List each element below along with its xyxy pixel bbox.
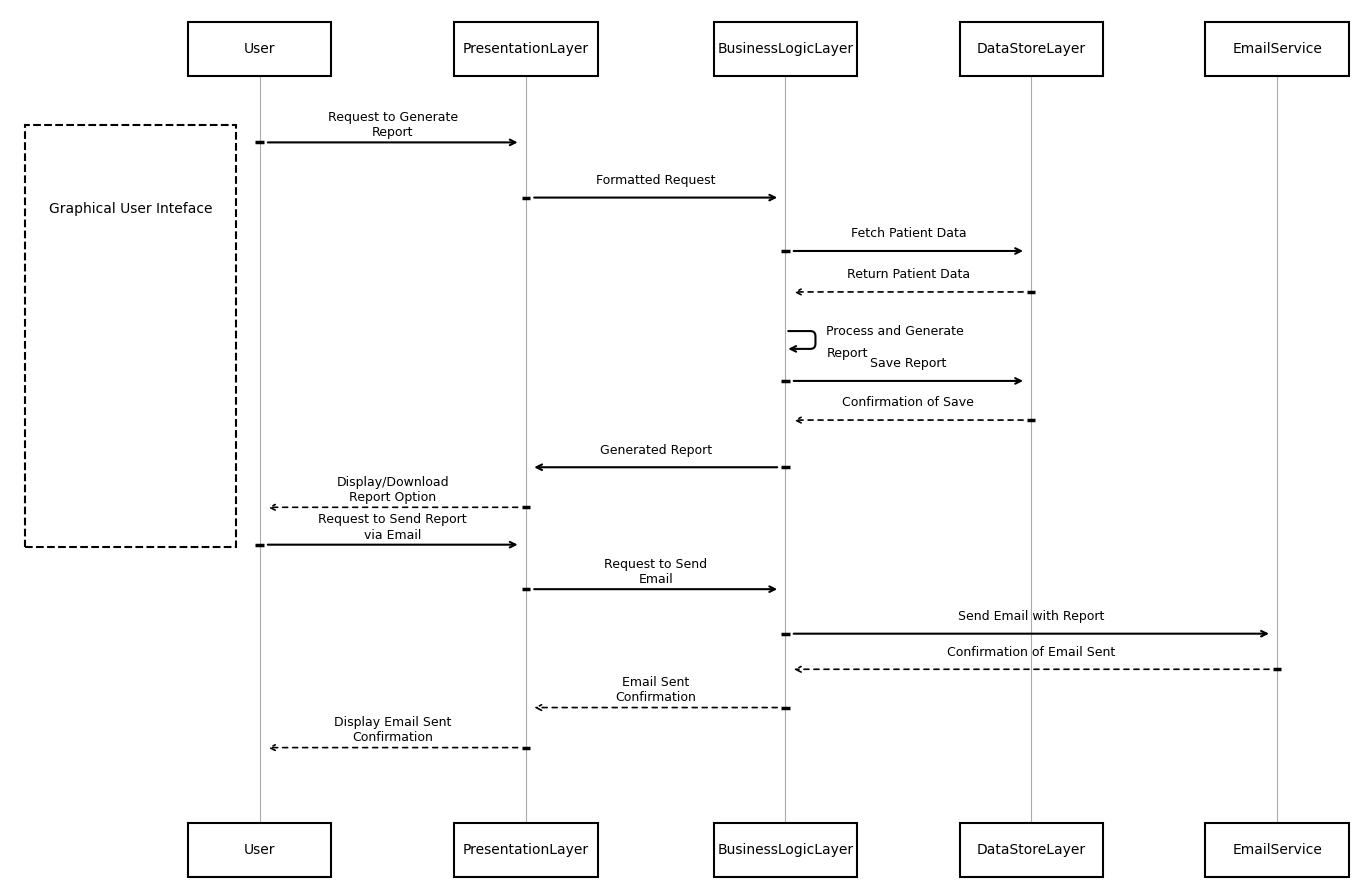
Text: Confirmation: Confirmation bbox=[615, 692, 697, 705]
Text: BusinessLogicLayer: BusinessLogicLayer bbox=[717, 42, 854, 56]
Text: via Email: via Email bbox=[363, 529, 422, 541]
Text: EmailService: EmailService bbox=[1232, 843, 1322, 857]
Bar bbox=[189, 823, 331, 877]
Bar bbox=[1206, 823, 1350, 877]
Text: Display/Download: Display/Download bbox=[336, 476, 449, 490]
Text: Request to Generate: Request to Generate bbox=[328, 111, 458, 125]
Text: Save Report: Save Report bbox=[870, 357, 947, 370]
Text: Graphical User Inteface: Graphical User Inteface bbox=[49, 202, 212, 216]
Bar bbox=[959, 22, 1104, 76]
Text: PresentationLayer: PresentationLayer bbox=[463, 843, 589, 857]
Text: User: User bbox=[243, 42, 276, 56]
Bar bbox=[713, 22, 858, 76]
Bar bbox=[25, 125, 236, 547]
Text: Confirmation: Confirmation bbox=[352, 732, 433, 744]
Text: Process and Generate: Process and Generate bbox=[826, 325, 964, 337]
Text: Email Sent: Email Sent bbox=[622, 676, 690, 689]
Text: Report: Report bbox=[372, 126, 414, 139]
Text: DataStoreLayer: DataStoreLayer bbox=[977, 42, 1086, 56]
Text: Generated Report: Generated Report bbox=[600, 443, 712, 457]
Text: Confirmation of Email Sent: Confirmation of Email Sent bbox=[947, 645, 1116, 659]
Text: EmailService: EmailService bbox=[1232, 42, 1322, 56]
Text: DataStoreLayer: DataStoreLayer bbox=[977, 843, 1086, 857]
Text: Display Email Sent: Display Email Sent bbox=[335, 716, 451, 730]
Text: Return Patient Data: Return Patient Data bbox=[847, 268, 970, 281]
Text: User: User bbox=[243, 843, 276, 857]
Bar bbox=[713, 823, 858, 877]
Text: Report Option: Report Option bbox=[350, 491, 436, 504]
Bar bbox=[189, 22, 331, 76]
Text: BusinessLogicLayer: BusinessLogicLayer bbox=[717, 843, 854, 857]
Bar bbox=[455, 823, 598, 877]
Text: Email: Email bbox=[638, 573, 673, 586]
Bar bbox=[1206, 22, 1350, 76]
Text: Send Email with Report: Send Email with Report bbox=[958, 610, 1105, 623]
Text: PresentationLayer: PresentationLayer bbox=[463, 42, 589, 56]
Text: Report: Report bbox=[826, 347, 867, 360]
Bar bbox=[959, 823, 1104, 877]
Text: Fetch Patient Data: Fetch Patient Data bbox=[851, 227, 966, 240]
Bar bbox=[455, 22, 598, 76]
Text: Request to Send Report: Request to Send Report bbox=[318, 514, 467, 526]
Text: Formatted Request: Formatted Request bbox=[596, 174, 716, 187]
Text: Confirmation of Save: Confirmation of Save bbox=[843, 396, 974, 409]
Text: Request to Send: Request to Send bbox=[604, 558, 708, 571]
